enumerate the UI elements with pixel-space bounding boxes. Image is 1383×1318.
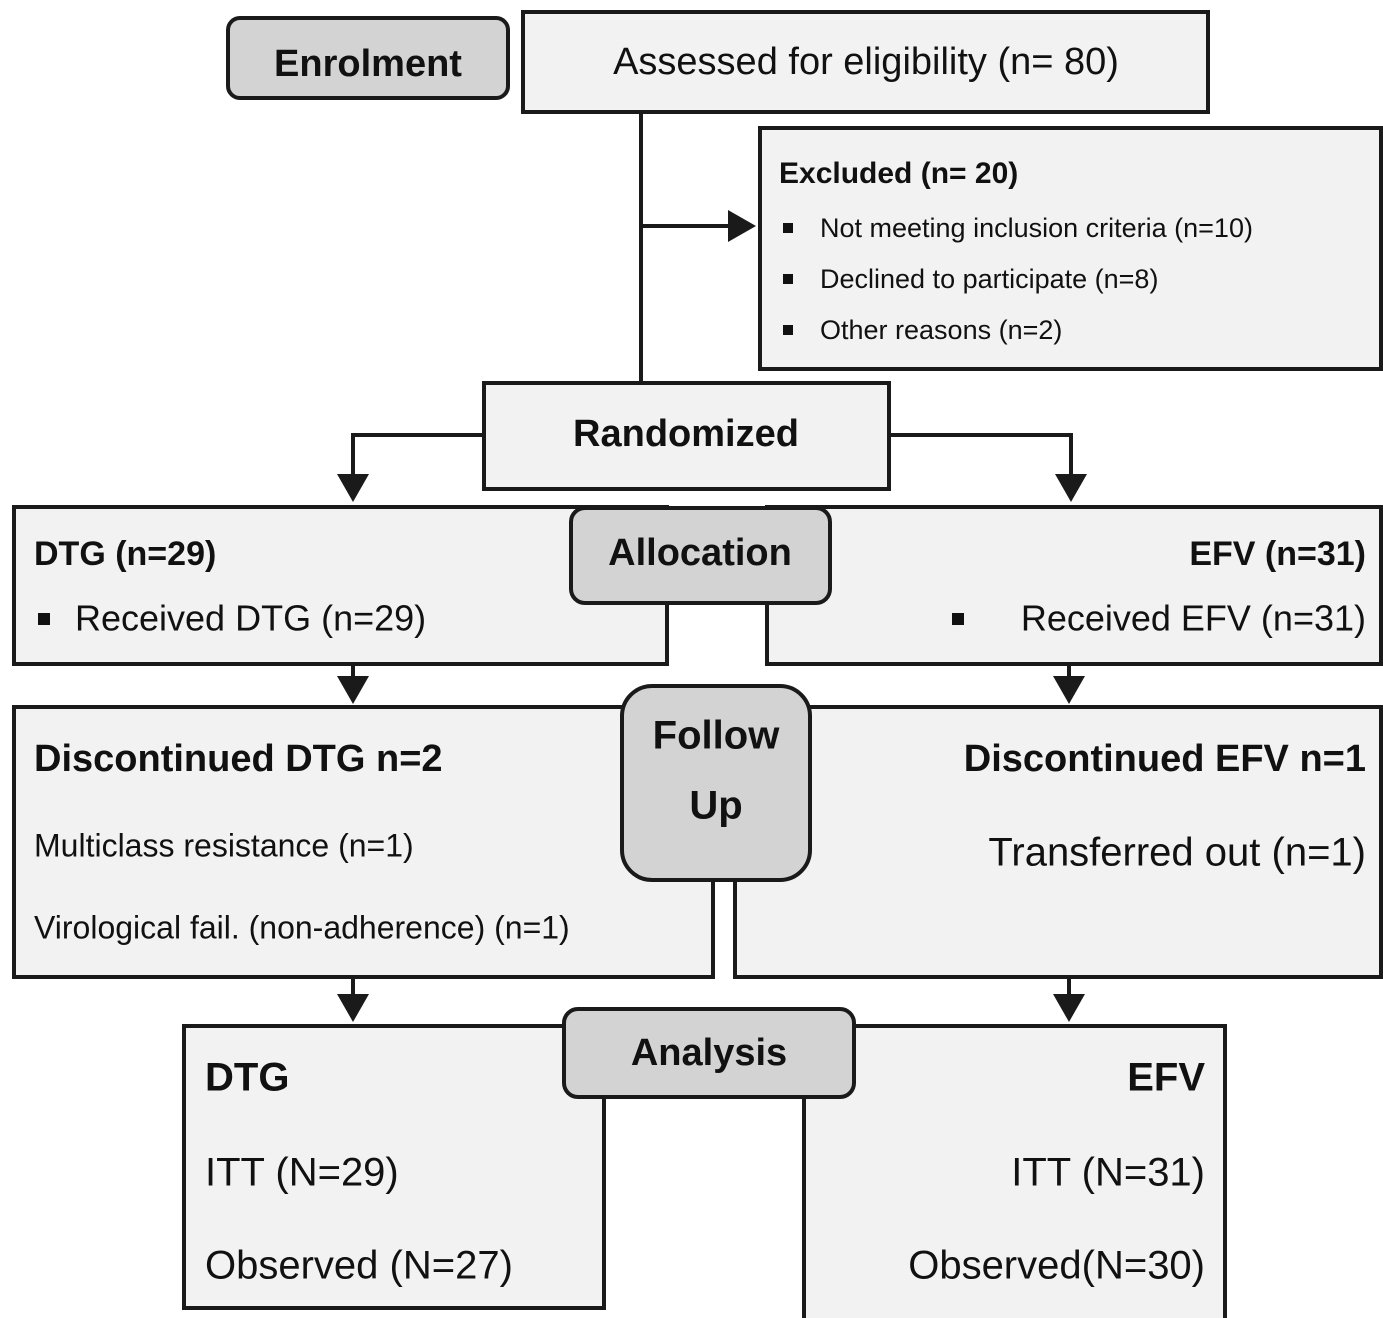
randomized-text: Randomized (573, 413, 799, 455)
bullet (783, 274, 793, 284)
bullet (38, 613, 50, 625)
group-title: Discontinued EFV n=1 (964, 738, 1366, 780)
group-title: DTG (205, 1056, 289, 1100)
arrow (337, 433, 484, 502)
allocation-box (12, 505, 669, 666)
assessed-text: Assessed for eligibility (n= 80) (613, 41, 1119, 83)
group-item: Received EFV (n=31) (1021, 598, 1366, 639)
stage-label: Allocation (608, 532, 792, 574)
bullet (783, 223, 793, 233)
group-item: Observed (N=27) (205, 1244, 513, 1288)
stage-box (226, 16, 510, 100)
excluded-box (758, 126, 1383, 371)
group-title: EFV (n=31) (1189, 535, 1366, 573)
group-item: ITT (N=31) (1011, 1151, 1205, 1195)
excluded-item: Other reasons (n=2) (820, 315, 1062, 345)
stage-label: Up (689, 784, 742, 828)
analysis-box (802, 1024, 1227, 1318)
connectors (337, 112, 1087, 1022)
stage-label: Analysis (631, 1032, 787, 1074)
group-title: DTG (n=29) (34, 535, 216, 573)
bullet (952, 613, 964, 625)
follow-up-box (12, 705, 715, 979)
group-item: Transferred out (n=1) (988, 831, 1366, 875)
arrow (889, 433, 1087, 502)
stage-box (569, 506, 832, 605)
group-item: Multiclass resistance (n=1) (34, 827, 414, 863)
group-title: Discontinued DTG n=2 (34, 738, 443, 780)
group-item: Observed(N=30) (908, 1244, 1205, 1288)
excluded-title: Excluded (n= 20) (779, 157, 1018, 190)
group-item: ITT (N=29) (205, 1151, 399, 1195)
group-title: EFV (1127, 1056, 1205, 1100)
stage-box (620, 684, 812, 882)
excluded-item: Declined to participate (n=8) (820, 264, 1158, 294)
allocation-box (765, 505, 1383, 666)
excluded-item: Not meeting inclusion criteria (n=10) (820, 213, 1253, 243)
randomized-box (482, 381, 891, 491)
assessed-box (521, 10, 1210, 114)
stage-label: Follow (653, 714, 781, 758)
stage-box (562, 1007, 856, 1099)
stage-label: Enrolment (274, 43, 462, 85)
bullet (783, 325, 793, 335)
group-item: Received DTG (n=29) (75, 598, 426, 639)
group-item: Virological fail. (non-adherence) (n=1) (34, 909, 570, 945)
analysis-box (182, 1024, 606, 1310)
